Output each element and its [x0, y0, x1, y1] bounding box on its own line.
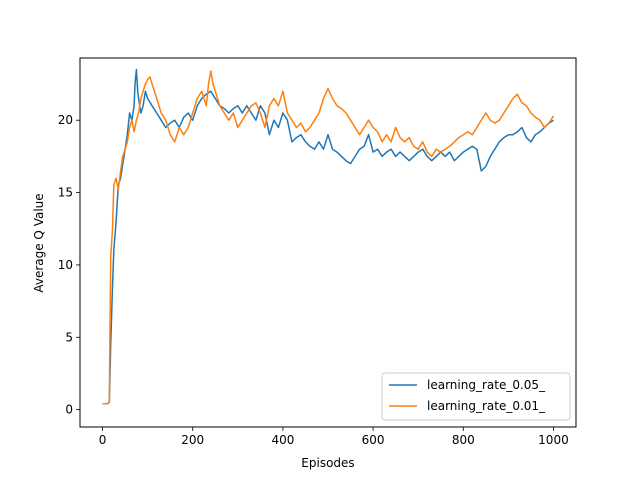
x-tick-label: 200: [181, 433, 204, 447]
series-line-0: [102, 68, 554, 405]
x-axis-label: Episodes: [301, 456, 354, 470]
y-tick-label: 15: [58, 186, 73, 200]
legend-frame: [381, 372, 571, 421]
y-tick-label: 0: [65, 403, 73, 417]
legend-label: learning_rate_0.05_: [427, 378, 546, 392]
x-tick-label: 0: [99, 433, 107, 447]
plot-area: [79, 57, 577, 428]
legend-label: learning_rate_0.01_: [427, 399, 546, 413]
x-tick-label: 600: [362, 433, 385, 447]
y-axis: 0 5 10 15 20: [58, 113, 80, 417]
x-tick-label: 800: [452, 433, 475, 447]
y-axis-label: Average Q Value: [32, 193, 46, 292]
series-lines: [102, 68, 555, 405]
x-tick-label: 1000: [538, 433, 569, 447]
legend: learning_rate_0.05_ learning_rate_0.01_: [381, 372, 571, 421]
y-tick-label: 10: [58, 258, 73, 272]
x-axis: 0 200 400 600 800 1000: [99, 427, 569, 447]
y-tick-label: 20: [58, 113, 73, 127]
x-tick-label: 400: [271, 433, 294, 447]
y-tick-label: 5: [65, 330, 73, 344]
series-line-1: [102, 70, 555, 405]
